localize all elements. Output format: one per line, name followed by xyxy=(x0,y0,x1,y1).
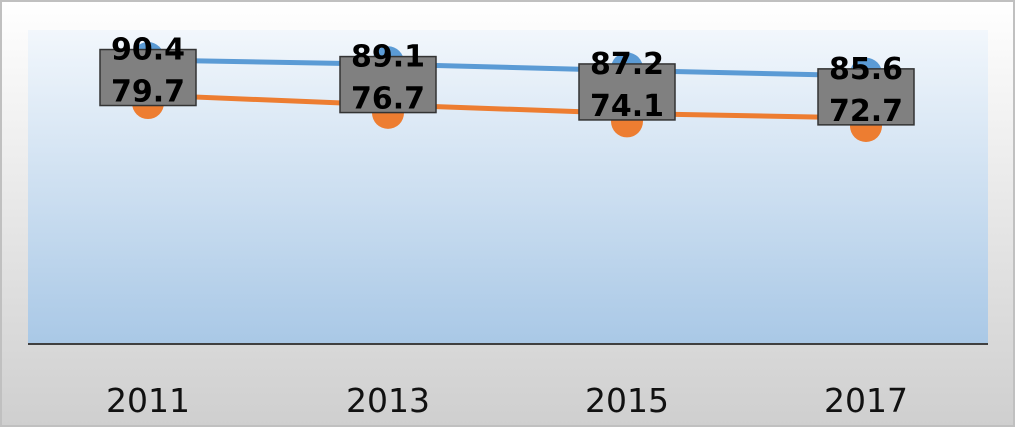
x-tick-label-2015: 2015 xyxy=(585,381,669,420)
data-label-box-2013 xyxy=(339,55,437,114)
x-tick-label-2011: 2011 xyxy=(106,381,190,420)
data-label-box-2011 xyxy=(99,48,197,107)
x-tick-label-2017: 2017 xyxy=(824,381,908,420)
x-tick-label-2013: 2013 xyxy=(346,381,430,420)
data-label-box-2015 xyxy=(578,63,676,121)
x-axis-ticks: 2011 2013 2015 2017 xyxy=(106,381,908,420)
data-label-box-2017 xyxy=(817,68,915,126)
data-label-series-1-2017: 85.6 xyxy=(829,52,903,87)
data-label-layer: 90.4 79.7 89.1 76.7 87.2 74.1 85.6 72.7 xyxy=(99,33,915,129)
data-label-series-2-2011: 79.7 xyxy=(111,75,185,110)
data-label-series-1-2011: 90.4 xyxy=(111,33,185,68)
series-2-line xyxy=(145,92,869,121)
data-label-series-1-2013: 89.1 xyxy=(351,40,425,75)
data-label-series-1-2015: 87.2 xyxy=(590,47,664,82)
series-layer xyxy=(145,57,869,121)
data-label-series-2-2015: 74.1 xyxy=(590,89,664,124)
series-1-line xyxy=(145,57,869,79)
data-label-series-2-2017: 72.7 xyxy=(829,94,903,129)
data-label-series-2-2013: 76.7 xyxy=(351,82,425,117)
